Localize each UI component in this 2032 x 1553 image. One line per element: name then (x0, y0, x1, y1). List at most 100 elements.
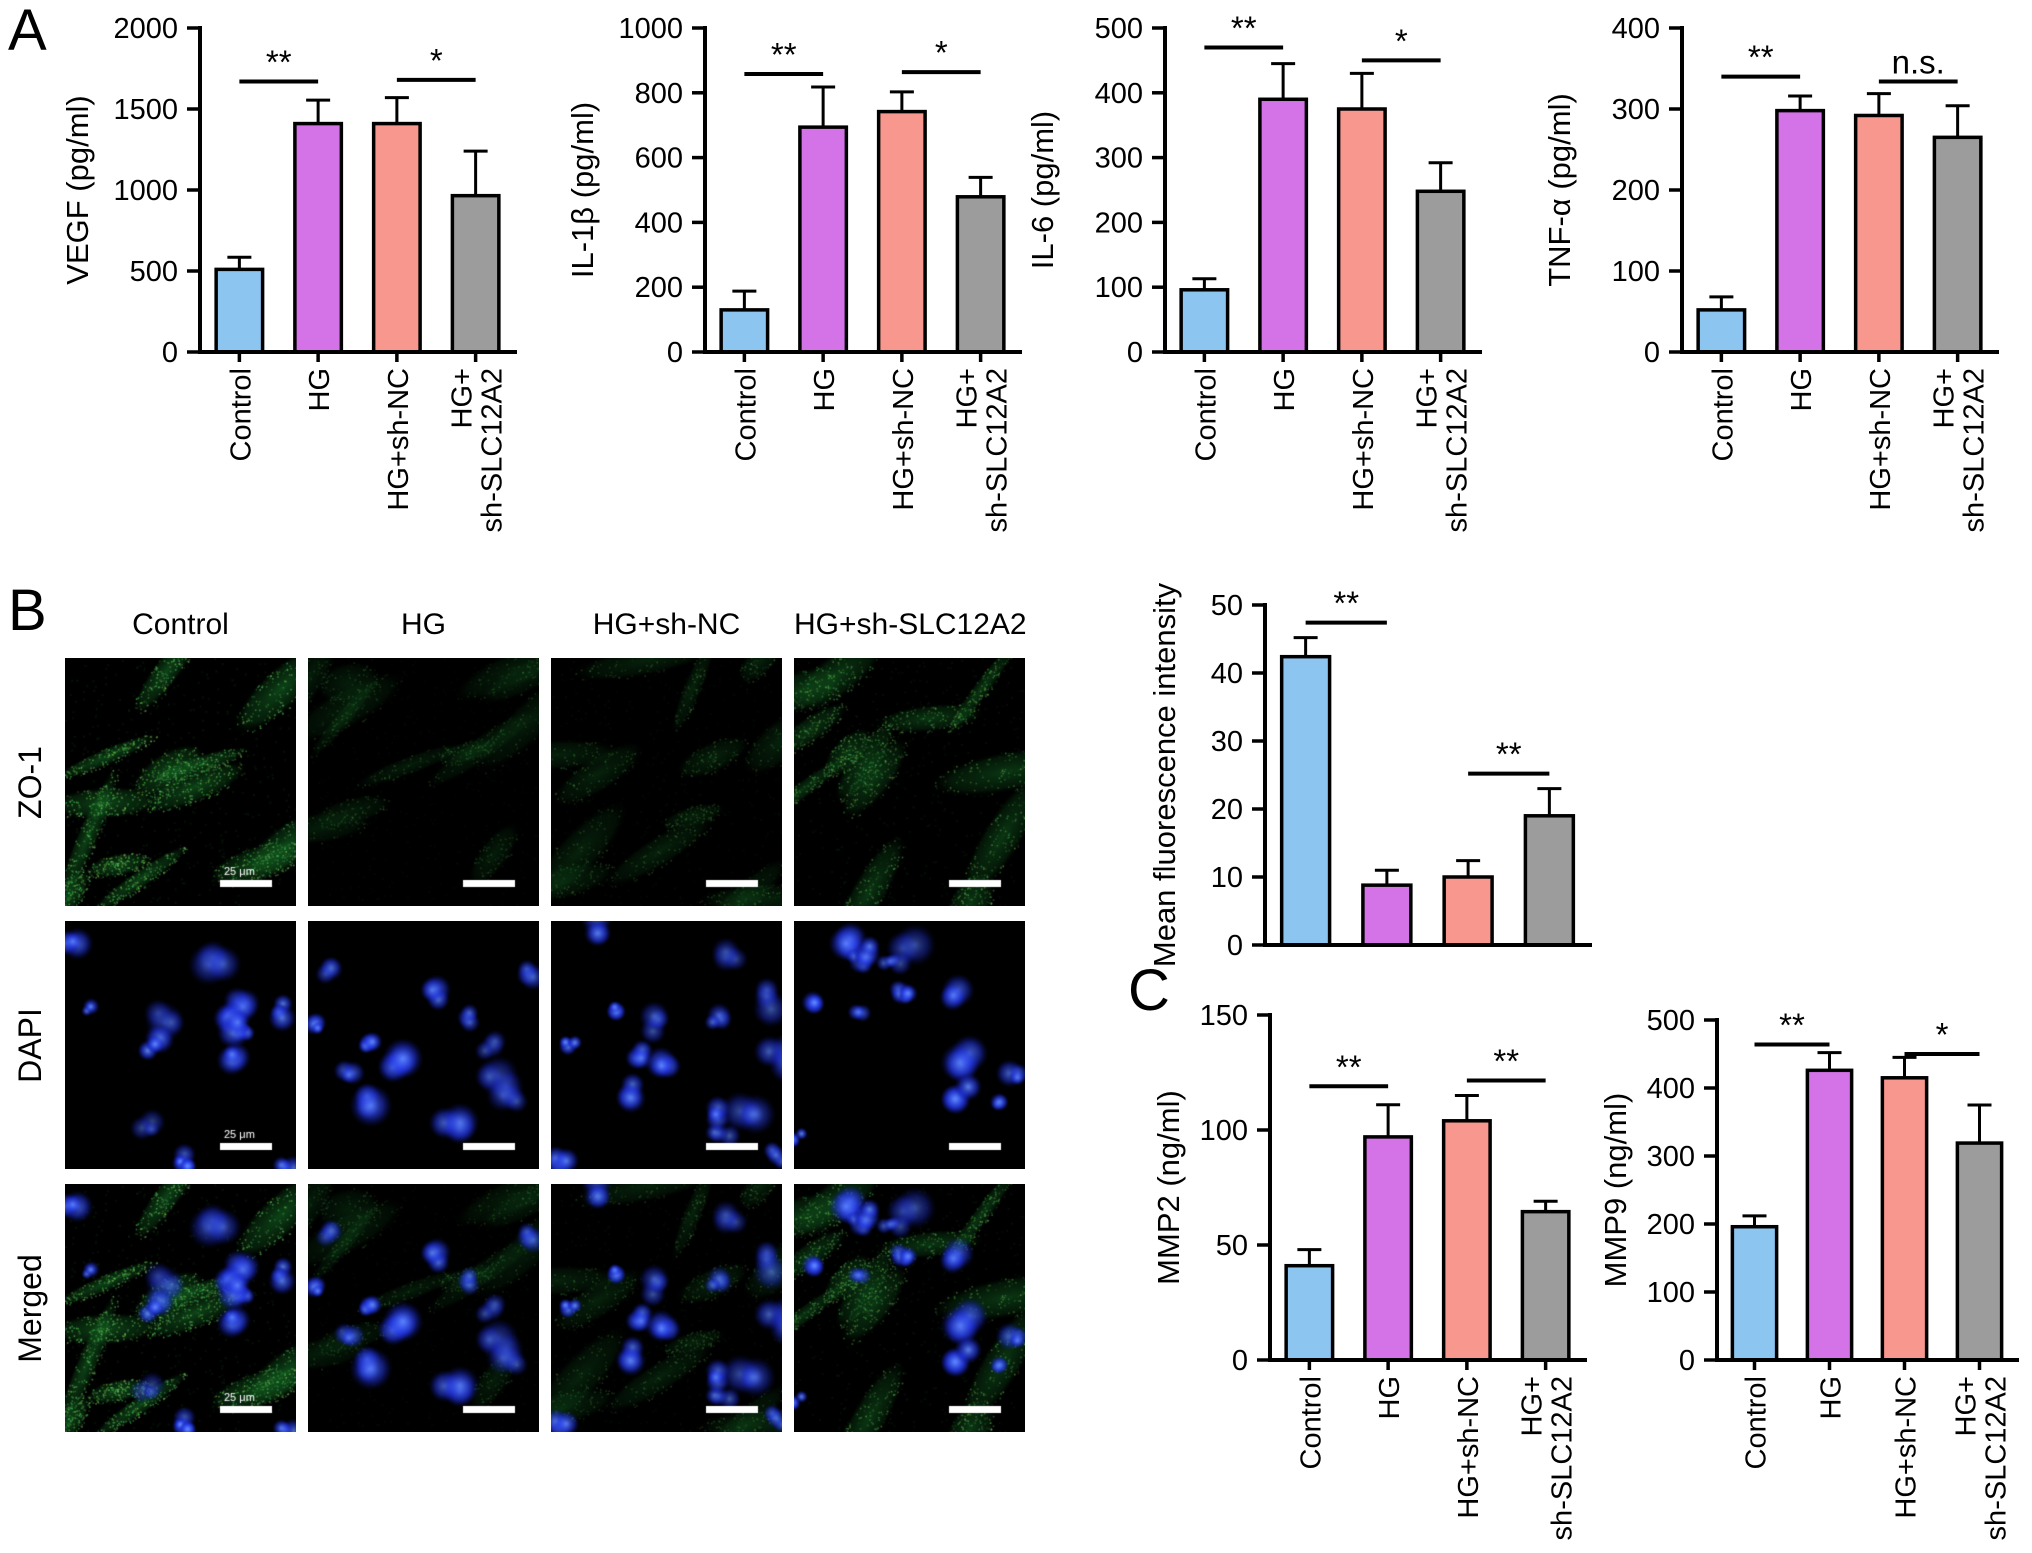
chart-mean-fluorescence: 0 10 20 30 40 50 Mean fluorescence intensity **… (1147, 582, 1592, 967)
x-category-label: HG+sh-NC (1453, 1376, 1485, 1519)
error-bar (1428, 161, 1453, 192)
y-tick-label: 200 (1647, 1209, 1695, 1241)
y-axis-label: MMP9 (ng/ml) (1598, 1093, 1633, 1288)
significance-label: ** (1748, 39, 1774, 76)
x-category-label: sh-SLC12A2 (477, 368, 509, 532)
y-tick-label: 0 (162, 337, 178, 369)
y-tick-label: 100 (1612, 256, 1660, 288)
micrograph-dapi-hg (308, 921, 539, 1169)
significance-label: ** (1779, 1006, 1805, 1043)
error-bar (889, 90, 914, 112)
significance-label: * (935, 34, 948, 71)
panel-b-label: B (8, 578, 47, 643)
row-label-dapi: DAPI (11, 1007, 48, 1083)
bar-HG (1363, 1135, 1414, 1362)
y-tick-label: 0 (1679, 1345, 1695, 1377)
y-tick-label: 100 (1200, 1115, 1248, 1147)
error-bar (968, 175, 993, 197)
x-category-label: HG+ (952, 368, 984, 428)
y-tick-label: 50 (1216, 1230, 1248, 1262)
column-label-hg-sh-slc12a2: HG+sh-SLC12A2 (794, 608, 1027, 641)
y-tick-label: 0 (1127, 337, 1143, 369)
x-category-label: HG (1786, 368, 1818, 412)
error-bar (1271, 62, 1296, 100)
micrograph-merged-hg-sh-nc (551, 1184, 782, 1432)
y-tick-label: 10 (1211, 862, 1243, 894)
error-bar (1533, 1199, 1558, 1212)
x-category-label: sh-SLC12A2 (982, 368, 1014, 532)
error-bar (1376, 1103, 1401, 1137)
y-tick-label: 200 (635, 272, 683, 304)
significance-label: ** (1231, 9, 1257, 46)
y-tick-label: 400 (1095, 78, 1143, 110)
x-category-label: sh-SLC12A2 (1547, 1376, 1579, 1540)
x-category-label: Control (1190, 368, 1222, 462)
bar-HG+sh-NC (1880, 1076, 1929, 1362)
y-tick-label: 300 (1647, 1141, 1695, 1173)
y-tick-label: 30 (1211, 726, 1243, 758)
error-bar (1192, 277, 1217, 290)
x-category-label: HG+ (447, 368, 479, 428)
column-label-control: Control (132, 608, 229, 641)
y-axis-label: IL-1β (pg/ml) (565, 102, 600, 278)
x-category-label: Control (1741, 1376, 1773, 1470)
error-bar (1374, 868, 1399, 886)
y-tick-label: 300 (1612, 94, 1660, 126)
y-tick-label: 0 (667, 337, 683, 369)
error-bar (1454, 1094, 1479, 1121)
bar-HG+sh-NC (876, 109, 927, 354)
error-bar (1349, 71, 1374, 109)
error-bar (811, 85, 836, 128)
significance-label: * (430, 42, 443, 79)
micrograph-zo1-control (65, 658, 296, 906)
error-bar (1892, 1055, 1917, 1078)
error-bar (1537, 787, 1562, 816)
x-category-label: HG+sh-NC (1891, 1376, 1923, 1519)
micrograph-merged-control (65, 1184, 296, 1432)
significance-label: * (1395, 22, 1408, 59)
y-axis-label: VEGF (pg/ml) (60, 95, 95, 284)
x-category-label: HG+ (1929, 368, 1961, 428)
x-category-label: HG+sh-NC (1348, 368, 1380, 511)
significance-label: ** (1336, 1048, 1362, 1085)
x-category-label: HG (304, 368, 336, 412)
micrograph-dapi-hg-sh-slc12a2 (794, 921, 1025, 1169)
x-category-label: HG+sh-NC (888, 368, 920, 511)
y-tick-label: 2000 (113, 13, 178, 45)
column-label-hg: HG (401, 608, 446, 641)
micrograph-merged-hg (308, 1184, 539, 1432)
bar-Control (1730, 1224, 1779, 1362)
bar-HG+sh-NC (1336, 107, 1387, 354)
y-tick-label: 500 (130, 256, 178, 288)
y-tick-label: 500 (1647, 1005, 1695, 1037)
y-tick-label: 1500 (113, 94, 178, 126)
error-bar (1709, 295, 1734, 310)
error-bar (1817, 1051, 1842, 1071)
micrograph-dapi-control (65, 921, 296, 1169)
bar-HG+sh-SLC12A2 (1415, 189, 1466, 354)
y-tick-label: 0 (1644, 337, 1660, 369)
y-tick-label: 50 (1211, 590, 1243, 622)
significance-label: n.s. (1892, 43, 1945, 80)
bar-HG (1775, 108, 1826, 354)
error-bar (227, 255, 252, 270)
y-tick-label: 20 (1211, 794, 1243, 826)
bar-HG (1258, 97, 1309, 354)
x-category-label: HG+ (1412, 368, 1444, 428)
row-label-merged: Merged (11, 1253, 48, 1363)
error-bar (1788, 94, 1813, 111)
x-category-label: HG (1816, 1376, 1848, 1420)
error-bar (463, 149, 488, 196)
y-tick-label: 150 (1200, 1000, 1248, 1032)
micrograph-grid (65, 658, 1025, 1432)
y-tick-label: 400 (1647, 1073, 1695, 1105)
x-category-label: HG+ (1517, 1376, 1549, 1436)
bar-HG+sh-NC (371, 121, 422, 354)
bar-Control (1279, 654, 1332, 947)
x-category-label: HG+ (1951, 1376, 1983, 1436)
bar-HG+sh-SLC12A2 (1955, 1141, 2004, 1362)
panel-a-label: A (8, 0, 47, 63)
y-axis-label: Mean fluorescence intensity (1147, 582, 1182, 967)
